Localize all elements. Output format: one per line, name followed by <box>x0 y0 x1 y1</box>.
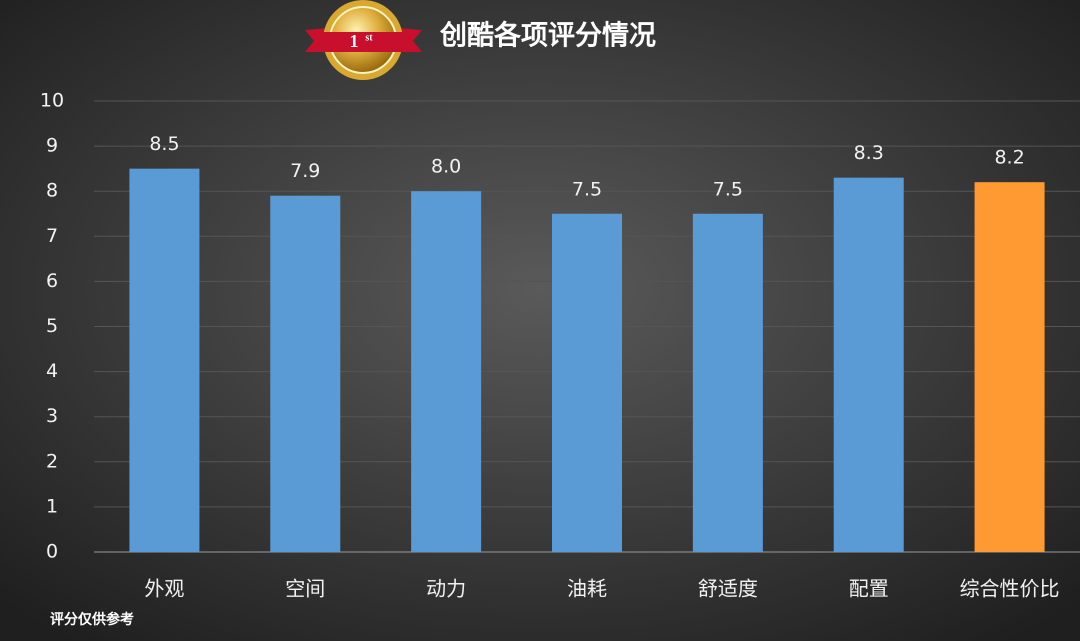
y-tick-label: 7 <box>46 225 58 247</box>
footnote: 评分仅供参考 <box>50 611 134 628</box>
x-tick-label: 综合性价比 <box>960 577 1060 601</box>
x-tick-label: 空间 <box>285 577 325 601</box>
x-tick-label: 配置 <box>849 577 889 601</box>
bar <box>270 195 341 552</box>
y-tick-label: 8 <box>46 180 58 202</box>
value-label: 8.0 <box>431 156 461 178</box>
badge-suffix: st <box>365 32 373 43</box>
chart-title: 创酷各项评分情况 <box>439 20 656 52</box>
bar <box>833 177 904 553</box>
badge-number: 1 <box>350 31 359 51</box>
bar <box>692 213 763 552</box>
y-tick-label: 0 <box>46 541 58 563</box>
x-tick-label: 油耗 <box>567 577 607 601</box>
value-label: 7.5 <box>572 178 602 200</box>
value-label: 7.9 <box>290 160 320 182</box>
y-tick-label: 10 <box>40 90 64 112</box>
y-tick-label: 5 <box>46 315 58 337</box>
value-label: 8.2 <box>994 147 1024 169</box>
value-label: 8.5 <box>149 133 179 155</box>
value-label: 7.5 <box>713 178 743 200</box>
value-label: 8.3 <box>854 142 884 164</box>
y-tick-label: 9 <box>46 135 58 157</box>
x-tick-label: 舒适度 <box>698 577 758 601</box>
y-tick-label: 4 <box>46 360 58 382</box>
x-tick-label: 动力 <box>426 577 466 601</box>
y-tick-label: 6 <box>46 270 58 292</box>
y-tick-label: 2 <box>46 450 58 472</box>
bar <box>411 191 482 552</box>
bar <box>129 168 200 552</box>
y-tick-label: 1 <box>46 495 58 517</box>
y-tick-label: 3 <box>46 405 58 427</box>
bar <box>552 213 622 552</box>
badge-icon: 1 st <box>305 0 422 80</box>
bar <box>974 182 1045 552</box>
x-tick-label: 外观 <box>144 577 184 601</box>
